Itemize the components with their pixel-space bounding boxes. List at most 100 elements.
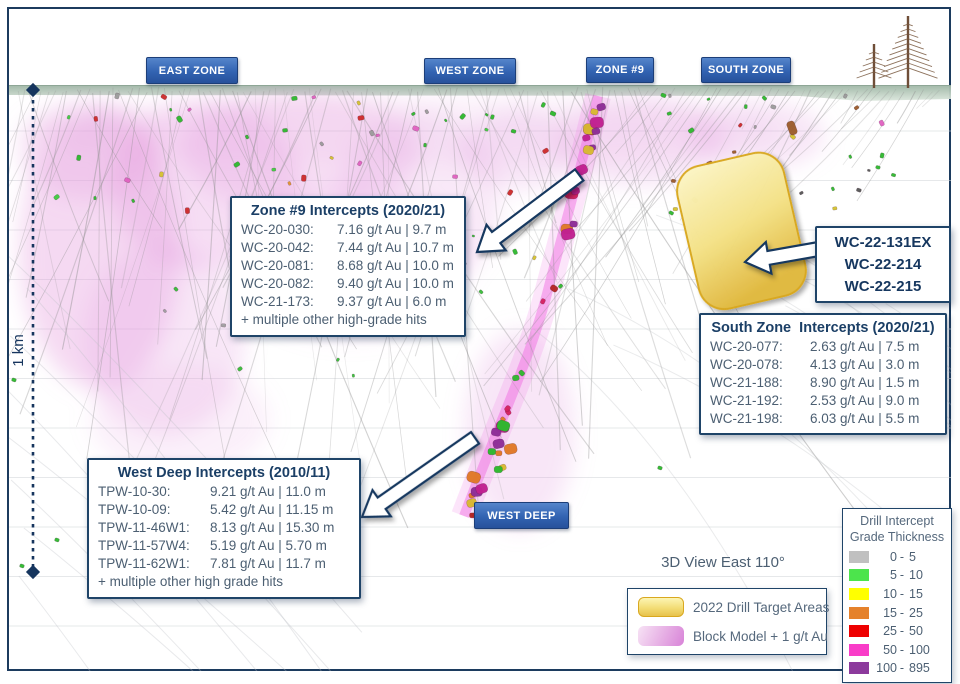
grade-max: 100 <box>909 642 930 657</box>
grade-separator: - <box>899 549 905 564</box>
legend-grade-item: 100 - 895 <box>849 661 945 675</box>
target-area-swatch <box>638 597 684 617</box>
grade-max: 15 <box>909 587 923 602</box>
target-hole-id: WC-22-131EX <box>834 234 932 251</box>
intercept-row: WC-20-077: 2.63 g/t Au | 7.5 m <box>710 338 936 356</box>
grade-min: 25 <box>883 624 897 639</box>
callout-title: West Deep Intercepts (2010/11) <box>117 465 331 481</box>
legend-title: Drill Intercept <box>860 514 934 528</box>
hole-id: WC-20-078: <box>710 357 783 373</box>
intercept-row: WC-21-173: 9.37 g/t Au | 6.0 m <box>241 293 455 311</box>
grade-max: 10 <box>909 568 923 583</box>
grade-separator: - <box>899 642 905 657</box>
legend-grade-item: 10 - 15 <box>849 587 945 601</box>
target-hole-id: WC-22-214 <box>844 255 922 273</box>
grade-max: 25 <box>909 605 923 620</box>
grade-separator: - <box>899 568 905 583</box>
grade-separator: - <box>899 624 905 639</box>
legend-grade-item: 50 - 100 <box>849 643 945 657</box>
grade-color-swatch <box>849 643 869 656</box>
zone-badge-east[interactable]: EAST ZONE <box>146 57 238 84</box>
legend-item-drill-targets: 2022 Drill Target Areas <box>638 597 829 617</box>
hole-id: WC-21-188: <box>710 375 783 391</box>
grade-color-swatch <box>849 550 869 563</box>
legend-label: 2022 Drill Target Areas <box>693 599 830 615</box>
intercept-value: 7.44 g/t Au | 10.7 m <box>337 240 454 256</box>
legend-grade-thickness: Drill Intercept Grade Thickness 0 - 5 5 … <box>842 508 952 684</box>
grade-max: 5 <box>909 549 916 564</box>
zone9-arrow <box>475 167 585 254</box>
legend-grade-item: 5 - 10 <box>849 568 945 582</box>
callout-zone9-intercepts: Zone #9 Intercepts (2020/21) WC-20-030: 7… <box>230 196 466 338</box>
block-model-swatch <box>638 626 684 646</box>
callout-west-deep-intercepts: West Deep Intercepts (2010/11) TPW-10-30… <box>87 458 361 600</box>
intercept-value: 5.42 g/t Au | 11.15 m <box>210 502 334 518</box>
intercept-row: WC-21-198: 6.03 g/t Au | 5.5 m <box>710 410 936 428</box>
legend-title: Grade Thickness <box>849 529 945 544</box>
legend-label: Block Model + 1 g/t Au <box>693 628 828 644</box>
hole-id: WC-21-198: <box>710 411 783 427</box>
intercept-value: 7.81 g/t Au | 11.7 m <box>210 556 326 572</box>
hole-id: TPW-11-62W1: <box>98 556 190 572</box>
zone-badge-zone9[interactable]: ZONE #9 <box>586 57 654 83</box>
legend-item-block-model: Block Model + 1 g/t Au <box>638 626 828 646</box>
hole-id: TPW-11-57W4: <box>98 538 190 554</box>
intercept-value: 9.21 g/t Au | 11.0 m <box>210 484 326 499</box>
intercept-value: 4.13 g/t Au | 3.0 m <box>810 357 920 373</box>
intercept-value: 7.16 g/t Au | 9.7 m <box>337 222 447 237</box>
hole-id: WC-20-082: <box>241 276 314 292</box>
hole-id: WC-20-081: <box>241 258 314 274</box>
zone-badge-west[interactable]: WEST ZONE <box>424 58 516 84</box>
intercept-value: 8.68 g/t Au | 10.0 m <box>337 258 454 274</box>
hole-id: TPW-10-30: <box>98 484 171 499</box>
intercept-value: 5.19 g/t Au | 5.70 m <box>210 538 327 554</box>
intercept-row: TPW-11-57W4: 5.19 g/t Au | 5.70 m <box>98 537 350 555</box>
grade-separator: - <box>899 605 905 620</box>
hole-id: WC-20-030: <box>241 222 314 237</box>
grade-min: 50 <box>883 642 897 657</box>
intercept-value: 9.37 g/t Au | 6.0 m <box>337 294 447 310</box>
grade-color-swatch <box>849 569 869 582</box>
grade-max: 50 <box>909 624 923 639</box>
block-model-band <box>451 93 611 521</box>
intercept-value: 2.63 g/t Au | 7.5 m <box>810 339 920 354</box>
drill-intercept-blocks <box>11 92 897 569</box>
grade-max: 895 <box>909 661 930 676</box>
intercept-row: WC-21-192: 2.53 g/t Au | 9.0 m <box>710 392 936 410</box>
hole-id: WC-21-192: <box>710 393 783 409</box>
hole-id: WC-21-173: <box>241 294 314 310</box>
intercept-row: TPW-11-46W1: 8.13 g/t Au | 15.30 m <box>98 519 350 537</box>
west-deep-arrow <box>360 430 481 519</box>
grade-min: 5 <box>890 568 897 583</box>
grade-min: 100 <box>876 661 897 676</box>
callout-title: Zone #9 Intercepts (2020/21) <box>250 203 446 219</box>
grade-separator: - <box>899 661 905 676</box>
intercept-row: WC-20-078: 4.13 g/t Au | 3.0 m <box>710 356 936 374</box>
intercept-value: 2.53 g/t Au | 9.0 m <box>810 393 920 409</box>
intercept-row: TPW-10-30: 9.21 g/t Au | 11.0 m <box>98 483 350 501</box>
zone-badge-west-deep[interactable]: WEST DEEP <box>474 502 569 529</box>
callout-title: South Zone Intercepts (2020/21) <box>711 320 935 336</box>
intercept-value: 9.40 g/t Au | 10.0 m <box>337 276 454 292</box>
grade-min: 15 <box>883 605 897 620</box>
intercept-row: TPW-11-62W1: 7.81 g/t Au | 11.7 m <box>98 555 350 573</box>
callout-south-zone-intercepts: South Zone Intercepts (2020/21) WC-20-07… <box>699 313 947 436</box>
hole-id: WC-20-077: <box>710 339 783 354</box>
hole-id: TPW-11-46W1: <box>98 520 190 536</box>
target-hole-id: WC-22-215 <box>844 277 922 295</box>
grade-min: 10 <box>883 587 897 602</box>
intercept-value: 6.03 g/t Au | 5.5 m <box>810 411 920 427</box>
grade-color-swatch <box>849 606 869 619</box>
grade-separator: - <box>899 587 905 602</box>
legend-grade-item: 0 - 5 <box>849 550 945 564</box>
callout-2022-targets: WC-22-131EX WC-22-214 WC-22-215 <box>815 226 951 304</box>
legend-grade-item: 15 - 25 <box>849 606 945 620</box>
legend-grade-item: 25 - 50 <box>849 624 945 638</box>
view-orientation-label: 3D View East 110° <box>661 554 785 571</box>
intercept-value: 8.13 g/t Au | 15.30 m <box>210 520 335 536</box>
hole-id: WC-20-042: <box>241 240 314 256</box>
callout-footnote: + multiple other high-grade hits <box>241 312 427 328</box>
zone-badge-south[interactable]: SOUTH ZONE <box>701 57 791 83</box>
grade-min: 0 <box>890 549 897 564</box>
grade-color-swatch <box>849 588 869 601</box>
